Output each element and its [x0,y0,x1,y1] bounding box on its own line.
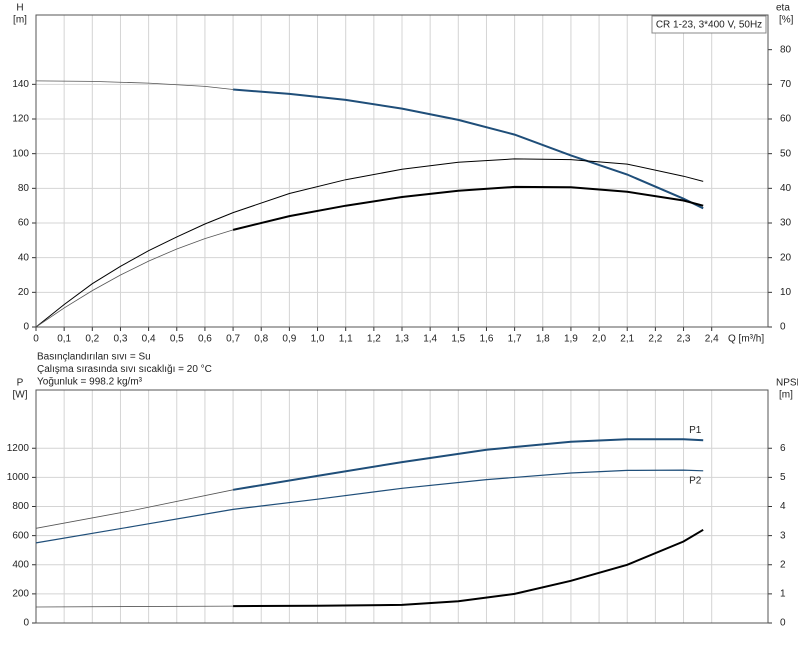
y2-tick-label: 0 [780,322,786,333]
y2-tick-label: 70 [780,79,792,90]
x-tick-label: 1,6 [480,334,494,345]
x-tick-label: 1,8 [536,334,550,345]
y2-tick-label: 30 [780,218,792,229]
y-tick-label: 1200 [7,443,30,454]
y2-tick-label: 50 [780,148,792,159]
x-tick-label: 1,9 [564,334,578,345]
curve [233,528,704,608]
annotation: Yoğunluk = 998.2 kg/m³ [37,377,143,388]
curve [35,158,704,328]
x-tick-label: 0 [33,334,39,345]
curve [232,438,704,491]
y2-tick-label: 5 [780,472,786,483]
y-tick-label: 40 [18,252,30,263]
curve [35,489,234,529]
y2-tick-label: 3 [780,530,786,541]
y-tick-label: 60 [18,218,30,229]
y-tick-label: 0 [23,322,29,333]
y2-tick-label: 6 [780,443,786,454]
y2-axis-unit: [%] [779,15,794,26]
y2-tick-label: 80 [780,44,792,55]
x-tick-label: 1,7 [508,334,522,345]
x-tick-label: 0,6 [198,334,212,345]
curve [35,80,234,90]
annotation: Çalışma sırasında sıvı sıcaklığı = 20 °C [37,364,212,375]
x-tick-label: 1,2 [367,334,381,345]
y2-tick-label: 1 [780,589,786,600]
plot-frame [35,389,769,624]
y-axis-unit: [W] [13,390,28,401]
y2-axis-unit: [m] [779,390,793,401]
y-tick-label: 0 [23,618,29,629]
y2-tick-label: 10 [780,287,792,298]
y-tick-label: 400 [12,559,29,570]
x-tick-label: 0,2 [85,334,99,345]
y-tick-label: 20 [18,287,30,298]
y2-axis-label: NPSH [776,378,798,389]
x-tick-label: 0,8 [254,334,268,345]
x-tick-label: 2,0 [592,334,606,345]
chart-title: CR 1-23, 3*400 V, 50Hz [656,20,762,31]
x-tick-label: 1,1 [339,334,353,345]
y-tick-label: 100 [12,148,29,159]
y-tick-label: 140 [12,79,29,90]
y2-tick-label: 40 [780,183,792,194]
y-tick-label: 600 [12,530,29,541]
y-tick-label: 120 [12,114,29,125]
x-axis-label: Q [m³/h] [728,334,764,345]
x-tick-label: 1,4 [423,334,437,345]
y2-tick-label: 4 [780,501,786,512]
curve [232,185,704,231]
x-tick-label: 2,1 [620,334,634,345]
curve [35,605,234,608]
x-tick-label: 1,5 [451,334,465,345]
x-tick-label: 0,7 [226,334,240,345]
x-tick-label: 2,3 [677,334,691,345]
y2-tick-label: 0 [780,618,786,629]
y-tick-label: 80 [18,183,30,194]
plot-frame [35,14,769,328]
x-tick-label: 2,2 [648,334,662,345]
y2-axis-label: eta [776,3,790,14]
x-tick-label: 1,3 [395,334,409,345]
series-label: P2 [689,475,702,486]
y-axis-unit: [m] [13,15,27,26]
x-tick-label: 0,5 [170,334,184,345]
x-tick-label: 0,9 [282,334,296,345]
x-tick-label: 0,4 [142,334,156,345]
y-axis-label: P [17,378,24,389]
x-tick-label: 1,0 [311,334,325,345]
curve [35,229,234,328]
annotation: Basınçlandırılan sıvı = Su [37,352,151,363]
x-tick-label: 0,1 [57,334,71,345]
title-box [651,15,767,34]
x-tick-label: 0,3 [114,334,128,345]
curve [35,469,704,544]
curve [233,88,704,210]
y-tick-label: 200 [12,589,29,600]
series-label: P1 [689,425,702,436]
y-tick-label: 1000 [7,472,30,483]
y2-tick-label: 20 [780,252,792,263]
y2-tick-label: 60 [780,114,792,125]
y2-tick-label: 2 [780,559,786,570]
y-tick-label: 800 [12,501,29,512]
y-axis-label: H [16,3,23,14]
x-tick-label: 2,4 [705,334,719,345]
